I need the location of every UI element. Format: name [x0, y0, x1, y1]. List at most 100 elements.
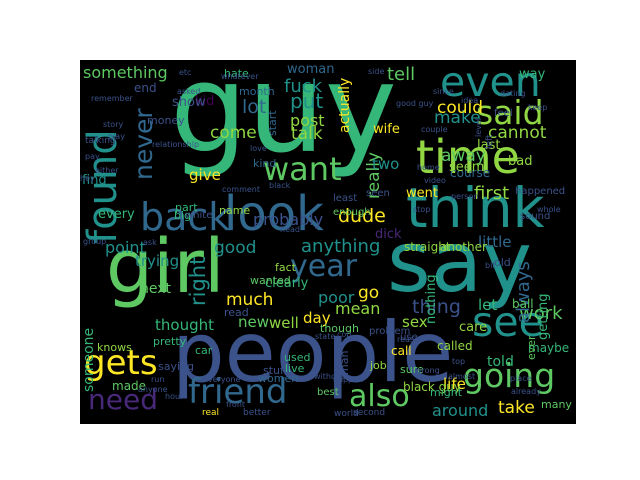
word-way: way — [519, 67, 546, 82]
word-dating: dating — [500, 89, 526, 98]
word-every: every — [98, 207, 135, 222]
word-thought: thought — [155, 316, 214, 334]
word-always: always — [513, 260, 534, 323]
word-old: old — [494, 256, 511, 269]
word-put: put — [290, 89, 324, 113]
word-money: money — [147, 114, 185, 127]
word-home: home — [417, 163, 440, 172]
word-time: time — [416, 130, 520, 184]
word-group: group — [83, 237, 107, 246]
word-wrong: wrong — [415, 366, 440, 375]
word-pretty: pretty — [153, 335, 187, 348]
word-wife: wife — [373, 122, 400, 137]
word-since: since — [433, 87, 454, 96]
word-relationship: relationship — [152, 140, 200, 149]
word-least: least — [333, 193, 358, 204]
word-either: either — [95, 166, 119, 175]
word-going: going — [463, 356, 556, 395]
word-something: something — [83, 63, 168, 82]
word-name: name — [219, 204, 251, 217]
word-happened: happened — [515, 186, 566, 197]
word-everyone: everyone — [203, 375, 241, 384]
word-second: second — [353, 408, 386, 418]
word-video: video — [424, 176, 446, 185]
word-two: two — [372, 155, 400, 173]
word-could: could — [437, 98, 484, 118]
word-well: well — [269, 314, 299, 332]
word-clearly: clearly — [265, 276, 309, 291]
word-without: without — [314, 372, 345, 381]
word-person: person — [451, 192, 479, 201]
word-kid: kid — [195, 94, 215, 109]
word-end: end — [134, 81, 157, 95]
word-life: life — [443, 375, 466, 393]
word-post: post — [290, 111, 325, 130]
word-told: told — [487, 354, 514, 370]
word-talk: talk — [291, 124, 323, 144]
word-sure: sure — [400, 363, 424, 376]
word-front: front — [226, 400, 246, 409]
word-good-guy: good guy — [396, 99, 434, 108]
word-ball: ball — [512, 297, 534, 311]
word-better: better — [243, 408, 271, 418]
word-next: next — [140, 281, 172, 297]
word-used: used — [284, 351, 311, 364]
word-knows: knows — [97, 341, 132, 354]
word-problem: problem — [369, 326, 411, 337]
word-dick: dick — [375, 227, 402, 242]
word-love: love — [250, 144, 267, 153]
word-level: level — [474, 117, 483, 137]
word-tell: tell — [387, 64, 416, 85]
word-actually: actually — [337, 77, 353, 134]
word-ever: ever — [525, 335, 538, 361]
word-another: another — [440, 240, 487, 254]
word-hour: hour — [165, 392, 184, 401]
word-side: side — [368, 67, 385, 76]
word-stop: stop — [413, 205, 431, 214]
word-anything: anything — [301, 236, 381, 257]
word-part: part — [175, 201, 198, 214]
word-right: right — [186, 256, 210, 306]
word-couple: couple — [421, 125, 448, 134]
word-last: last — [477, 138, 501, 153]
word-also: also — [349, 379, 410, 414]
word-place: place — [510, 374, 532, 383]
word-probably: probably — [253, 210, 324, 229]
word-make: make — [434, 108, 481, 128]
word-point: point — [105, 238, 146, 257]
word-friend: friend — [188, 372, 288, 412]
word-trying: trying — [135, 252, 180, 270]
word-remember: remember — [91, 94, 133, 103]
word-care: care — [459, 320, 488, 335]
word-cop: cop — [337, 330, 352, 339]
word-read: read — [224, 306, 249, 319]
word-black: black — [269, 181, 291, 190]
word-play: play — [108, 132, 125, 141]
word-reason: reason — [397, 335, 425, 344]
word-might: might — [430, 386, 463, 399]
word-bad: bad — [508, 154, 533, 169]
word-nothing: nothing — [424, 273, 439, 324]
word-look: look — [224, 186, 324, 242]
word-give: give — [189, 166, 221, 184]
word-use: use — [400, 332, 418, 343]
word-find: find — [82, 173, 107, 188]
word-many: many — [541, 398, 572, 411]
word-start: start — [266, 110, 279, 136]
word-call: call — [391, 344, 412, 358]
word-back: back — [140, 195, 231, 239]
word-think: think — [406, 176, 545, 240]
word-stuff: stuff — [263, 364, 288, 377]
word-show: show — [172, 95, 206, 110]
word-cannot: cannot — [488, 123, 547, 143]
word-guy: guy — [170, 60, 397, 180]
word-keep: keep — [528, 103, 548, 112]
word-new: new — [238, 313, 270, 331]
word-went: went — [406, 186, 438, 201]
word-bit: bit — [485, 261, 496, 270]
word-made: made — [112, 379, 147, 393]
word-girl: girl — [106, 224, 225, 310]
word-enough: enough — [333, 207, 371, 218]
word-sex: sex — [402, 313, 428, 331]
word-asked: asked — [177, 87, 201, 96]
